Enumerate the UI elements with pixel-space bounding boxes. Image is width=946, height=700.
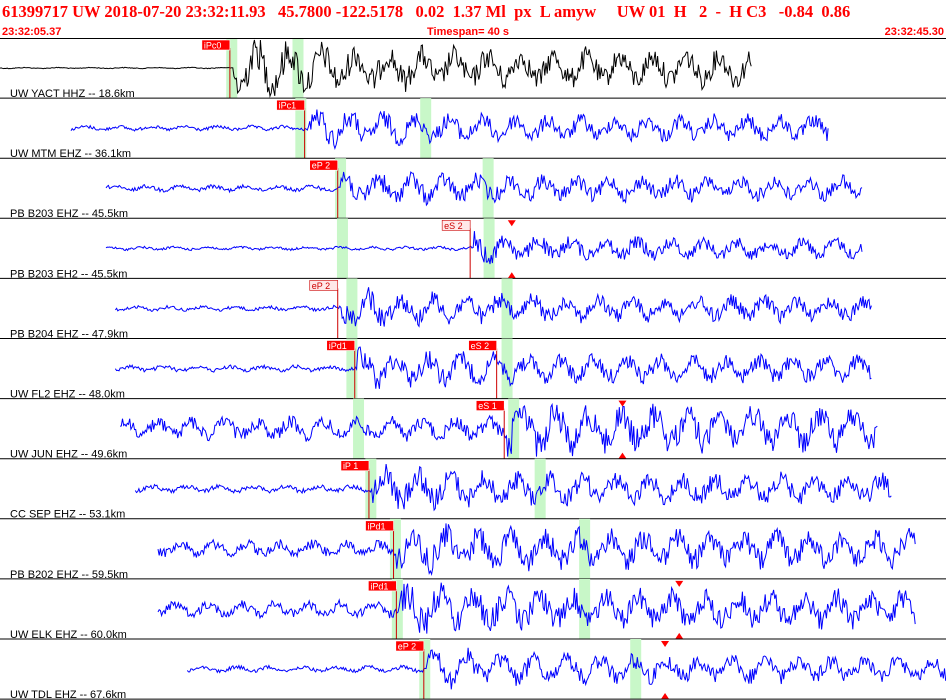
pick-label-box[interactable] (365, 520, 394, 532)
trace-row[interactable]: iPd1 PB B202 EHZ -- 59.5km (0, 518, 946, 581)
analysis-window (346, 278, 358, 339)
station-label: UW FL2 EHZ -- 48.0km (10, 389, 125, 401)
station-label: CC SEP EHZ -- 53.1km (10, 509, 125, 521)
station-label: PB B203 EH2 -- 45.5km (10, 268, 127, 280)
waveform-trace (70, 109, 829, 151)
pick-label-box[interactable] (475, 400, 505, 411)
pick-label: eP 2 (398, 642, 416, 652)
timespan-label: Timespan= 40 s (427, 26, 510, 38)
analysis-window (579, 578, 591, 639)
analysis-window (501, 278, 513, 339)
analysis-window (630, 639, 642, 700)
pick-label-box[interactable] (441, 220, 471, 231)
phase-marker-icon (661, 641, 670, 647)
pick-label-box[interactable] (276, 99, 305, 111)
station-label: UW JUN EHZ -- 49.6km (10, 449, 127, 461)
analysis-window (508, 398, 520, 459)
phase-marker-icon (675, 580, 684, 587)
phase-marker-icon (661, 693, 670, 699)
trace-row[interactable]: iPd1 eS 2 UW FL2 EHZ -- 48.0km (0, 338, 946, 401)
pick-label-box[interactable] (395, 640, 425, 652)
pick-label-box[interactable] (368, 580, 397, 592)
pick-label: eP 2 (312, 161, 330, 171)
station-label: PB B204 EHZ -- 47.9km (10, 328, 128, 340)
waveform-trace (105, 231, 863, 265)
trace-row[interactable]: iPd1 UW ELK EHZ -- 60.0km (0, 578, 946, 641)
pick-label: iPd1 (368, 521, 386, 531)
waveform-trace (120, 402, 878, 457)
pick-label: iP 1 (343, 461, 358, 471)
pick-label-box[interactable] (326, 340, 356, 351)
analysis-window (483, 218, 495, 279)
phase-marker-icon (507, 220, 516, 227)
waveform-trace (115, 287, 872, 328)
station-label: UW MTM EHZ -- 36.1km (10, 148, 131, 160)
pick-label: iPc0 (204, 41, 222, 51)
waveform-trace (186, 647, 946, 690)
station-label: PB B202 EHZ -- 59.5km (10, 569, 128, 581)
pick-label: iPd1 (329, 341, 347, 351)
pick-label: iPd1 (370, 581, 388, 591)
seismogram-panel[interactable]: iPc0 UW YACT HHZ -- 18.6km iPc1 UW MTM EHZ … (0, 38, 946, 700)
waveform-trace (157, 582, 916, 634)
trace-row[interactable]: eS 1 UW JUN EHZ -- 49.6km (0, 398, 946, 461)
event-summary-line: 61399717 UW 2018-07-20 23:32:11.93 45.78… (2, 2, 851, 21)
analysis-window (353, 398, 365, 459)
station-label: UW YACT HHZ -- 18.6km (10, 88, 135, 100)
phase-marker-icon (618, 400, 627, 407)
trace-row[interactable]: eS 2 PB B203 EH2 -- 45.5km (0, 218, 946, 280)
station-label: UW TDL EHZ -- 67.6km (10, 689, 126, 700)
trace-row[interactable]: eP 2 PB B203 EHZ -- 45.5km (0, 158, 946, 220)
waveform-trace (105, 171, 863, 207)
trace-row[interactable]: iP 1 CC SEP EHZ -- 53.1km (0, 458, 946, 521)
analysis-window (501, 338, 513, 399)
analysis-window (365, 458, 377, 519)
phase-marker-icon (675, 632, 684, 639)
end-time-label: 23:32:45.30 (884, 26, 944, 38)
pick-label-box[interactable] (201, 39, 231, 51)
waveform-trace (0, 39, 752, 98)
pick-label: eS 1 (478, 401, 497, 411)
analysis-window (482, 158, 494, 219)
start-time-label: 23:32:05.37 (2, 26, 62, 38)
waveform-trace (114, 346, 872, 389)
pick-label: eS 2 (444, 221, 463, 231)
analysis-window (335, 158, 347, 219)
pick-label: eP 2 (312, 281, 330, 291)
pick-label-box[interactable] (340, 460, 370, 472)
header-bar: 61399717 UW 2018-07-20 23:32:11.93 45.78… (0, 0, 946, 38)
waveform-trace (134, 464, 892, 512)
station-label: UW ELK EHZ -- 60.0km (10, 629, 127, 641)
analysis-window (391, 578, 403, 639)
pick-label-box[interactable] (468, 340, 497, 351)
station-label: PB B203 EHZ -- 45.5km (10, 208, 128, 220)
trace-row[interactable]: iPc0 UW YACT HHZ -- 18.6km (0, 38, 946, 100)
waveform-trace (157, 523, 916, 577)
trace-row[interactable]: eP 2 PB B204 EHZ -- 47.9km (0, 278, 946, 340)
pick-label-box[interactable] (309, 280, 339, 291)
phase-marker-icon (507, 272, 516, 279)
analysis-window (389, 518, 401, 579)
pick-label-box[interactable] (309, 159, 339, 171)
analysis-window (419, 639, 431, 700)
pick-label: iPc1 (279, 101, 297, 111)
phase-marker-icon (618, 452, 627, 459)
pick-label: eS 2 (471, 341, 490, 351)
trace-row[interactable]: eP 2 UW TDL EHZ -- 67.6km (0, 639, 946, 700)
trace-row[interactable]: iPc1 UW MTM EHZ -- 36.1km (0, 98, 946, 160)
